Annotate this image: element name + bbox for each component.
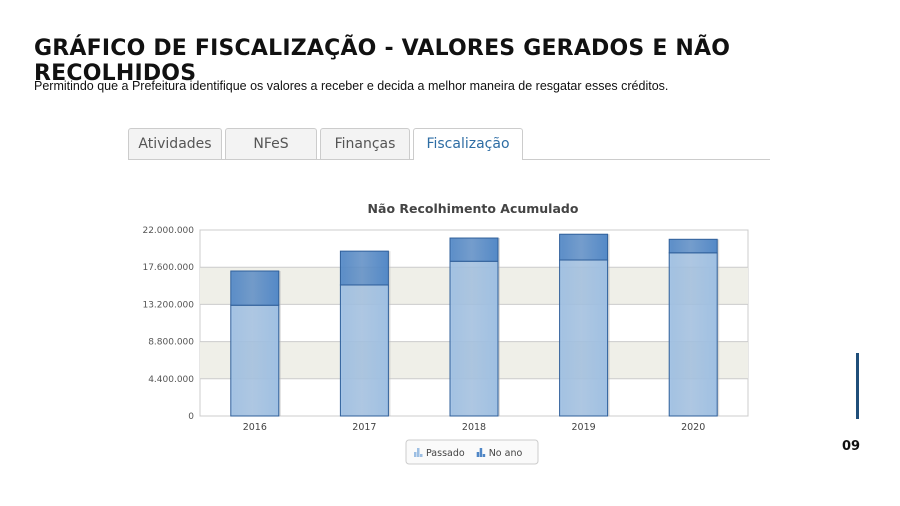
chart-title: Não Recolhimento Acumulado <box>368 201 579 216</box>
bar <box>339 284 389 417</box>
tab[interactable]: Fiscalização <box>413 128 523 160</box>
legend-icon <box>482 454 486 457</box>
y-tick-label: 0 <box>188 412 194 422</box>
legend-icon <box>414 452 417 457</box>
x-tick-label: 2016 <box>243 422 267 433</box>
legend-box <box>405 439 539 465</box>
legend-icon <box>420 454 423 457</box>
page-subtitle: Permitindo que a Prefeitura identifique … <box>34 79 669 93</box>
x-tick-label: 2020 <box>681 422 705 433</box>
page-title: GRÁFICO DE FISCALIZAÇÃO - VALORES GERADO… <box>34 36 731 86</box>
legend-icon <box>479 448 483 457</box>
bar <box>668 238 718 254</box>
bar <box>449 260 499 417</box>
legend-label: Passado <box>426 448 465 459</box>
bar <box>339 250 389 286</box>
tab-bar: Atividades NFeS Finanças Fiscalização <box>128 128 770 160</box>
y-tick-label: 4.400.000 <box>148 375 194 385</box>
y-tick-label: 8.800.000 <box>148 338 194 348</box>
legend-label: No ano <box>489 448 523 459</box>
bar <box>449 237 499 262</box>
x-tick-label: 2017 <box>352 422 376 433</box>
x-tick-label: 2018 <box>462 422 486 433</box>
bar <box>668 252 718 417</box>
x-tick-label: 2019 <box>572 422 596 433</box>
legend-icon <box>476 452 480 457</box>
tab[interactable]: NFeS <box>225 128 317 159</box>
bar <box>559 233 609 261</box>
bar <box>559 259 609 417</box>
legend-icon <box>417 448 420 457</box>
tab[interactable]: Finanças <box>320 128 410 159</box>
y-tick-label: 22.000.000 <box>142 226 194 236</box>
page-number: 09 <box>842 439 861 454</box>
decor-line <box>856 353 859 419</box>
tab[interactable]: Atividades <box>128 128 222 159</box>
y-tick-label: 17.600.000 <box>142 263 194 273</box>
y-tick-label: 13.200.000 <box>142 300 194 310</box>
bar <box>230 304 280 417</box>
bar <box>230 270 280 306</box>
